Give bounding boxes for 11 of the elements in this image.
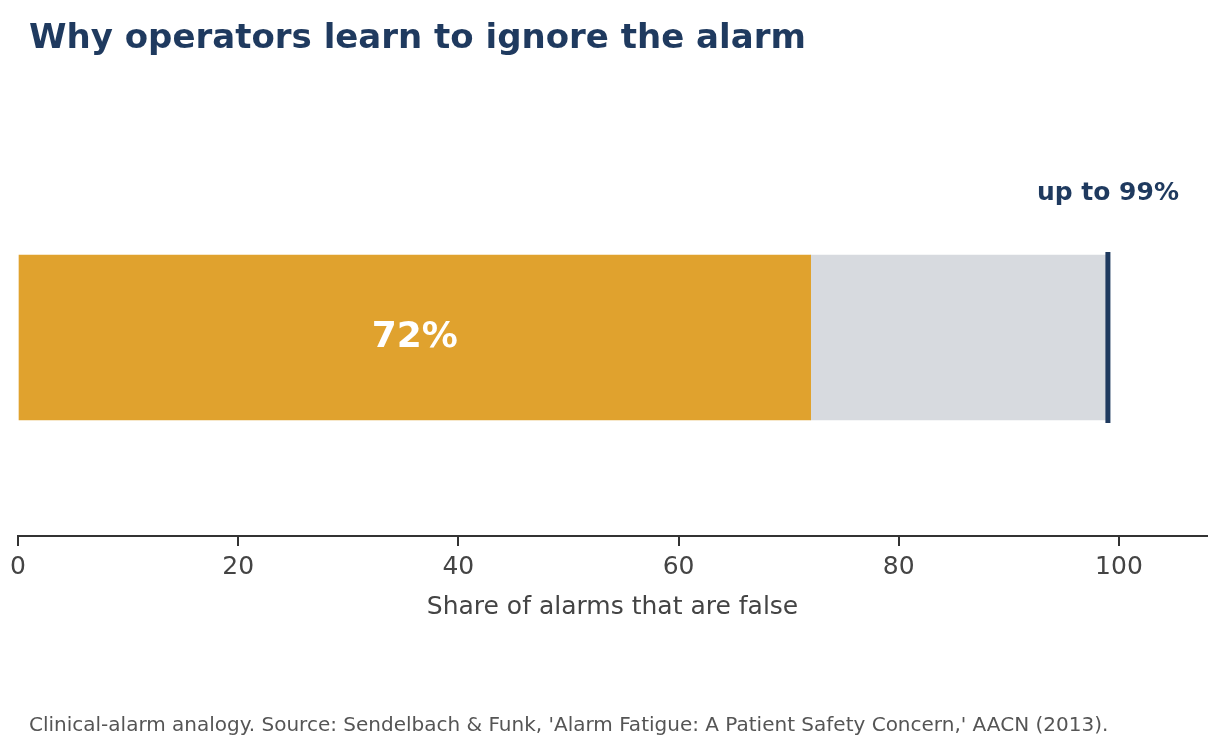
x-axis-title: Share of alarms that are false xyxy=(426,590,799,620)
x-tick-label: 60 xyxy=(662,550,695,580)
x-tick-label: 100 xyxy=(1095,550,1143,580)
x-tick-label: 20 xyxy=(222,550,255,580)
x-tick-label: 0 xyxy=(10,550,26,580)
text: Clinical-alarm analogy. Source: Sendelbach & Funk, 'Alarm Fatigue: A Patient Safety Concern,' AACN (2013). xyxy=(29,712,1109,736)
chart-title: Why operators learn to ignore the alarm xyxy=(29,16,806,56)
ref-line-label: up to 99% xyxy=(1036,177,1179,206)
x-tick-label: 80 xyxy=(882,550,915,580)
data-label: 72% xyxy=(371,313,458,355)
x-tick-label: 40 xyxy=(442,550,475,580)
